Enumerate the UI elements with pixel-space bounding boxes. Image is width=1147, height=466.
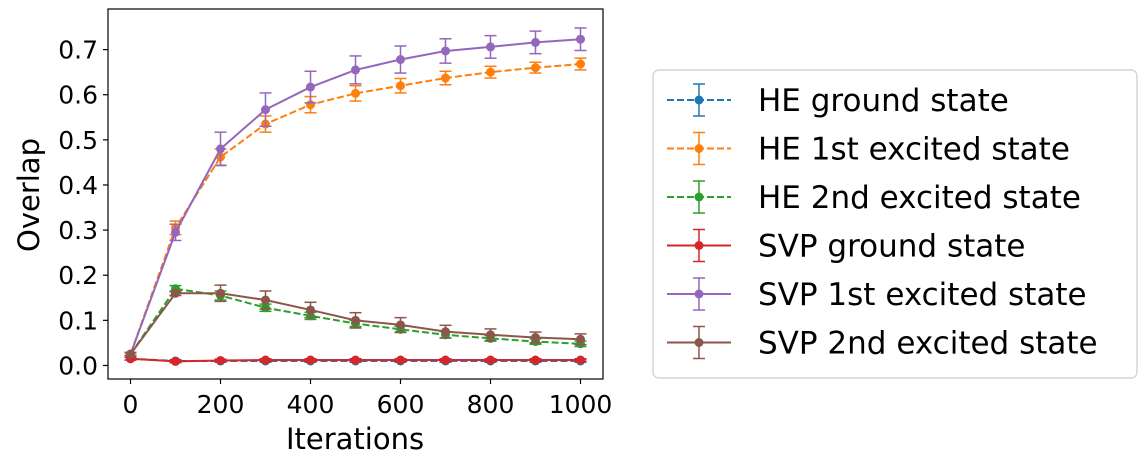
data-point: [306, 305, 315, 315]
legend-marker: [694, 338, 704, 347]
legend-item-0: HE ground state: [667, 83, 1009, 119]
data-point: [531, 37, 540, 47]
data-point: [486, 355, 495, 365]
y-tick-label: 0.5: [58, 126, 98, 155]
x-tick-label: 1000: [549, 390, 613, 419]
data-point: [261, 105, 270, 115]
legend-item-5: SVP 2nd excited state: [667, 326, 1098, 362]
y-tick-label: 0.3: [58, 216, 98, 245]
y-tick-label: 0.2: [58, 261, 98, 290]
legend-label: HE 2nd excited state: [758, 180, 1081, 216]
legend: HE ground state HE 1st excited state HE 2n…: [652, 69, 1138, 379]
data-point: [441, 46, 450, 56]
legend-label: SVP ground state: [758, 229, 1026, 265]
data-point: [306, 82, 315, 92]
series-line: [129, 63, 581, 355]
data-point: [351, 88, 360, 98]
legend-marker: [694, 192, 704, 202]
legend-label: HE 1st excited state: [758, 132, 1070, 168]
data-point: [531, 63, 540, 73]
y-tick-label: 0.0: [58, 351, 98, 380]
legend-box: [652, 69, 1138, 379]
legend-item-3: SVP ground state: [667, 229, 1026, 265]
data-point: [486, 67, 495, 77]
legend-label: SVP 1st excited state: [758, 277, 1087, 313]
data-point: [486, 330, 495, 340]
data-point: [576, 59, 585, 69]
data-point: [441, 73, 450, 83]
data-point: [171, 288, 180, 298]
x-tick-label: 400: [287, 390, 335, 419]
legend-label: SVP 2nd excited state: [758, 326, 1098, 362]
data-point: [306, 355, 315, 365]
data-point: [531, 332, 540, 342]
x-tick-label: 800: [467, 390, 515, 419]
y-axis-label: Overlap: [12, 138, 46, 252]
plot-frame: [107, 8, 604, 380]
data-point: [216, 144, 225, 154]
data-point: [261, 295, 270, 305]
data-point: [126, 349, 135, 359]
legend-marker: [694, 144, 704, 153]
data-point: [396, 320, 405, 330]
data-point: [441, 355, 450, 365]
data-point: [576, 355, 585, 365]
ticks-layer: 0 200 400 600 800 1000 0.0 0.1 0.2 0.3 0.4 0.5 0.6 0.…: [58, 36, 612, 419]
data-point: [486, 42, 495, 52]
legend-marker: [694, 241, 704, 250]
data-point: [351, 355, 360, 365]
data-point: [396, 81, 405, 91]
data-point: [351, 315, 360, 325]
y-tick-label: 0.7: [58, 36, 98, 65]
data-point: [576, 334, 585, 344]
legend-marker: [694, 95, 704, 105]
data-point: [351, 65, 360, 75]
legend-item-2: HE 2nd excited state: [667, 180, 1081, 216]
data-point: [171, 356, 180, 366]
x-axis-label: Iterations: [286, 422, 424, 456]
y-tick-label: 0.1: [58, 306, 98, 335]
legend-label: HE ground state: [758, 83, 1009, 119]
legend-item-1: HE 1st excited state: [667, 132, 1070, 168]
legend-item-4: SVP 1st excited state: [667, 277, 1087, 313]
axes-layer: [107, 8, 604, 380]
y-tick-label: 0.6: [58, 81, 98, 110]
series-layer: [124, 27, 587, 366]
data-point: [531, 355, 540, 365]
x-tick-label: 600: [377, 390, 425, 419]
legend-marker: [694, 289, 704, 299]
data-point: [216, 288, 225, 298]
x-tick-label: 200: [197, 390, 245, 419]
data-point: [216, 356, 225, 365]
data-point: [576, 34, 585, 44]
series-3: [124, 354, 587, 366]
y-tick-label: 0.4: [58, 171, 98, 200]
x-tick-label: 0: [123, 390, 139, 419]
data-point: [261, 355, 270, 365]
data-point: [171, 227, 180, 237]
data-point: [396, 55, 405, 65]
data-point: [441, 327, 450, 337]
series-5: [124, 284, 587, 359]
data-point: [396, 355, 405, 365]
